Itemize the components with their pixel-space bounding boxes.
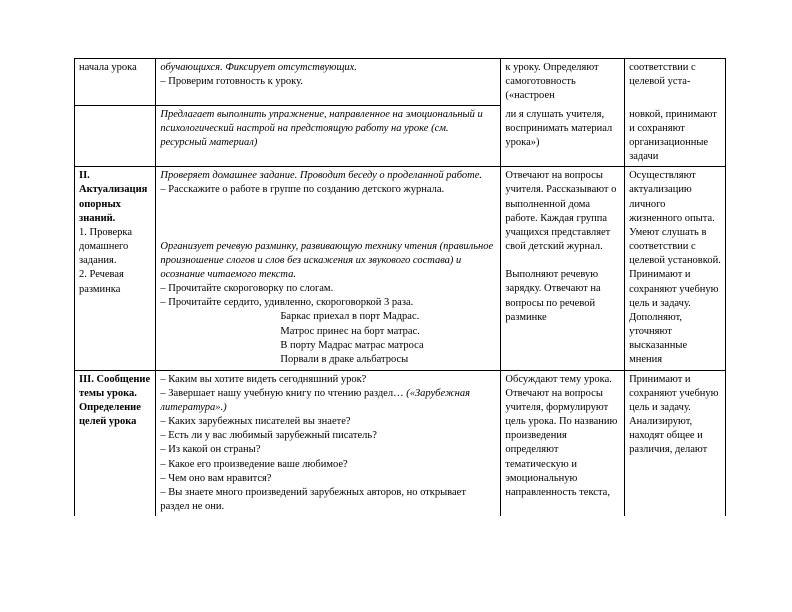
- teacher-speech: – Расскажите о работе в группе по создан…: [160, 183, 496, 197]
- stage-sub: 2. Речевая разминка: [79, 269, 124, 294]
- cell-student: ли я слушать учителя, воспринимать матер…: [501, 106, 625, 167]
- cell-teacher: Предлагает выполнить упражнение, направл…: [156, 106, 501, 167]
- stage-title: III. Сообщение темы урока. Определение ц…: [79, 374, 150, 428]
- cell-result: новкой, принимают и сохраняют организаци…: [625, 106, 726, 167]
- cell-result: Осуществляют актуализацию личного жизнен…: [625, 167, 726, 370]
- teacher-speech: – Прочитайте сердито, удивленно, скорого…: [160, 296, 496, 310]
- cell-teacher: Проверяет домашнее задание. Проводит бес…: [156, 167, 501, 370]
- cell-teacher: обучающихся. Фиксирует отсутствующих. – …: [156, 59, 501, 106]
- cell-stage: [75, 106, 156, 167]
- poem-line: В порту Мадрас матрас матроса: [280, 339, 496, 353]
- stage-title: II. Актуализация опорных знаний.: [79, 170, 147, 224]
- cell-stage: III. Сообщение темы урока. Определение ц…: [75, 370, 156, 516]
- student-action: Отвечают на вопросы учителя. Рассказываю…: [505, 169, 620, 254]
- teacher-action: Проверяет домашнее задание. Проводит бес…: [160, 169, 496, 183]
- table-row: II. Актуализация опорных знаний. 1. Пров…: [75, 167, 726, 370]
- teacher-action: Организует речевую разминку, развивающую…: [160, 240, 496, 283]
- teacher-speech: – Вы знаете много произведений зарубежны…: [160, 486, 496, 514]
- teacher-speech: – Какое его произведение ваше любимое?: [160, 458, 496, 472]
- teacher-speech: – Из какой он страны?: [160, 443, 496, 457]
- cell-result: Принимают и сохраняют учебную цель и зад…: [625, 370, 726, 516]
- teacher-speech: – Прочитайте скороговорку по слогам.: [160, 282, 496, 296]
- student-action: Выполняют речевую зарядку. Отвечают на в…: [505, 268, 620, 325]
- teacher-action: обучающихся. Фиксирует отсутствующих.: [160, 62, 357, 73]
- poem-line: Матрос принес на борт матрас.: [280, 325, 496, 339]
- cell-student: Обсуждают тему урока. Отвечают на вопрос…: [501, 370, 625, 516]
- teacher-speech: – Проверим готовность к уроку.: [160, 76, 303, 87]
- teacher-speech: – Завершает нашу учебную книгу по чтению…: [160, 387, 496, 415]
- poem-line: Баркас приехал в порт Мадрас.: [280, 310, 496, 324]
- cell-student: Отвечают на вопросы учителя. Рассказываю…: [501, 167, 625, 370]
- poem-line: Порвали в драке альбатросы: [280, 353, 496, 367]
- stage-sub: 1. Проверка домашнего задания.: [79, 227, 132, 266]
- table-row: начала урока обучающихся. Фиксирует отсу…: [75, 59, 726, 106]
- cell-student: к уроку. Определяют самоготовность («нас…: [501, 59, 625, 106]
- table-row: III. Сообщение темы урока. Определение ц…: [75, 370, 726, 516]
- cell-result: соответствии с целевой уста-: [625, 59, 726, 106]
- teacher-speech: – Есть ли у вас любимый зарубежный писат…: [160, 429, 496, 443]
- teacher-action: Предлагает выполнить упражнение, направл…: [160, 109, 482, 148]
- teacher-speech: – Чем оно вам нравится?: [160, 472, 496, 486]
- lesson-plan-page: начала урока обучающихся. Фиксирует отсу…: [0, 0, 792, 516]
- teacher-speech: – Каким вы хотите видеть сегодняшний уро…: [160, 373, 496, 387]
- teacher-speech: – Каких зарубежных писателей вы знаете?: [160, 415, 496, 429]
- poem-block: Баркас приехал в порт Мадрас. Матрос при…: [160, 310, 496, 367]
- cell-stage: II. Актуализация опорных знаний. 1. Пров…: [75, 167, 156, 370]
- cell-teacher: – Каким вы хотите видеть сегодняшний уро…: [156, 370, 501, 516]
- cell-stage: начала урока: [75, 59, 156, 106]
- lesson-plan-table: начала урока обучающихся. Фиксирует отсу…: [74, 58, 726, 516]
- table-row: Предлагает выполнить упражнение, направл…: [75, 106, 726, 167]
